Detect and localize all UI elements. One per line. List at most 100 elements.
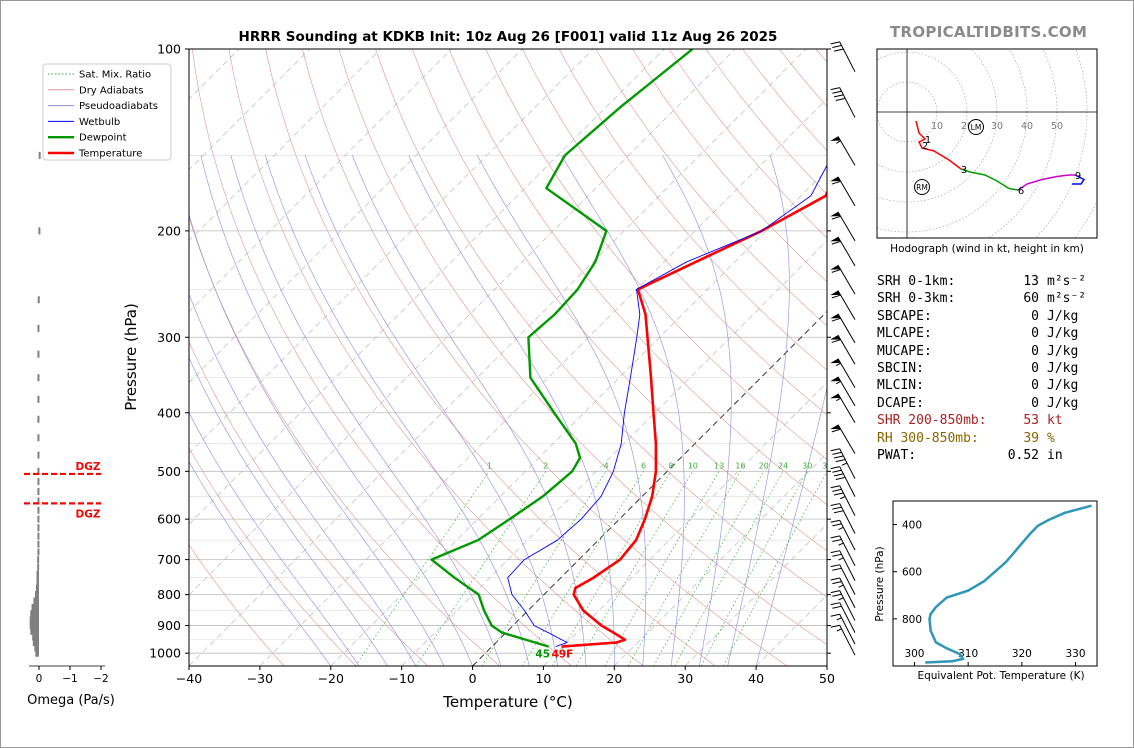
mixing-ratio-line bbox=[355, 471, 490, 666]
mixing-ratio-label: 16 bbox=[735, 461, 745, 470]
x-tick-label: −10 bbox=[388, 671, 414, 686]
omega-bar bbox=[37, 548, 40, 556]
omega-tick-label: 0 bbox=[36, 673, 43, 685]
barb-shaft bbox=[839, 577, 856, 609]
barb-shaft bbox=[837, 313, 856, 344]
theta-e-y-label: Pressure (hPa) bbox=[874, 546, 886, 621]
barb-shaft bbox=[837, 236, 856, 267]
omega-tick-label: −2 bbox=[93, 673, 108, 685]
moist-adiabat bbox=[727, 155, 790, 666]
dry-adiabat bbox=[448, 49, 827, 506]
stat-value: 0 bbox=[1031, 378, 1039, 394]
barb-full bbox=[832, 469, 842, 473]
hodo-ring-label: 30 bbox=[991, 121, 1003, 132]
stat-label: SBCAPE: bbox=[877, 308, 932, 324]
omega-bar bbox=[35, 584, 39, 592]
omega-bar bbox=[37, 451, 40, 459]
barb-shaft bbox=[837, 424, 856, 454]
barb-pennant bbox=[830, 393, 841, 399]
dry-adiabat bbox=[189, 447, 357, 666]
moist-adiabat bbox=[265, 155, 530, 666]
omega-bar bbox=[34, 591, 39, 599]
wind-barb bbox=[830, 613, 856, 645]
mixing-ratio-line bbox=[700, 471, 808, 666]
wind-barb bbox=[830, 87, 856, 118]
y-tick-label: 400 bbox=[157, 405, 181, 420]
barb-shaft bbox=[839, 590, 856, 621]
stat-row: SBCAPE: 0 J/kg bbox=[877, 308, 1097, 325]
omega-bar bbox=[37, 563, 40, 571]
hodo-ring-label: 20 bbox=[961, 121, 973, 132]
omega-bar bbox=[38, 151, 41, 159]
barb-shaft bbox=[839, 448, 856, 479]
barb-pennant bbox=[830, 265, 841, 270]
stat-row: SHR 200-850mb: 53 kt bbox=[877, 412, 1097, 429]
moist-adiabat bbox=[304, 155, 558, 666]
stat-unit: J/kg bbox=[1047, 378, 1079, 394]
omega-bar bbox=[37, 532, 40, 540]
barb-shaft bbox=[839, 503, 856, 534]
hodo-height-label: 9 bbox=[1075, 171, 1081, 182]
hodo-ring-label: 10 bbox=[931, 121, 943, 132]
omega-panel: 0 −1 −2 Omega (Pa/s) DGZ DGZ bbox=[24, 151, 115, 708]
omega-bar bbox=[36, 570, 39, 578]
barb-full bbox=[831, 294, 841, 299]
mixing-ratio-label: 36 bbox=[822, 461, 832, 470]
isotherm-0 bbox=[472, 310, 827, 666]
wind-barb bbox=[830, 211, 856, 242]
stat-row: PWAT: 0.52 in bbox=[877, 447, 1097, 464]
barb-pennant bbox=[830, 376, 841, 382]
omega-bar bbox=[37, 478, 40, 486]
stats-panel: SRH 0-1km: 13 m²s⁻² SRH 0-3km: 60 m²s⁻² SBCAPE… bbox=[877, 273, 1097, 464]
omega-bar bbox=[30, 610, 39, 618]
mixing-ratio-label: 30 bbox=[802, 461, 812, 470]
barb-full bbox=[835, 98, 845, 101]
stat-label: SBCIN: bbox=[877, 361, 924, 377]
dry-adiabat bbox=[375, 49, 827, 598]
barb-half bbox=[836, 397, 841, 402]
mixing-ratio-line bbox=[674, 471, 784, 666]
barb-full bbox=[830, 87, 840, 91]
hodo-segment bbox=[915, 120, 962, 170]
wind-barb bbox=[830, 236, 856, 267]
temperature-profile bbox=[561, 189, 827, 648]
isotherm-10 bbox=[543, 381, 827, 666]
stat-row: MUCAPE: 0 J/kg bbox=[877, 343, 1097, 360]
stat-unit: in bbox=[1047, 448, 1063, 464]
wind-barb bbox=[830, 448, 856, 479]
stat-value: 0 bbox=[1031, 395, 1039, 411]
barb-full bbox=[831, 240, 841, 245]
barb-full bbox=[832, 605, 842, 609]
barb-pennant bbox=[830, 313, 841, 319]
isotherm--40 bbox=[189, 49, 807, 666]
y-tick-label: 1000 bbox=[149, 646, 181, 661]
omega-bar bbox=[37, 374, 40, 382]
mixing-ratio-line bbox=[481, 471, 607, 666]
barb-pennant bbox=[830, 136, 841, 141]
barb-half bbox=[838, 542, 844, 546]
stat-row: RH 300-850mb: 39% bbox=[877, 430, 1097, 447]
stat-value: 13 bbox=[1023, 274, 1039, 289]
barb-half bbox=[838, 527, 844, 531]
y-tick-label: 800 bbox=[157, 587, 181, 602]
wind-barb bbox=[830, 264, 856, 295]
barb-full bbox=[830, 564, 840, 568]
moist-adiabat bbox=[189, 411, 360, 666]
barb-full bbox=[832, 593, 842, 597]
legend-entry: Dry Adiabats bbox=[79, 85, 143, 96]
wind-barb bbox=[830, 313, 856, 344]
barb-full bbox=[830, 485, 840, 489]
stat-value: 0 bbox=[1031, 308, 1039, 324]
x-tick-label: 50 bbox=[819, 671, 835, 686]
mixing-ratio-line bbox=[653, 471, 765, 666]
stat-unit: J/kg bbox=[1047, 343, 1079, 359]
x-tick-label: 20 bbox=[606, 671, 622, 686]
theta-e-y-tick-label: 600 bbox=[902, 567, 922, 579]
legend-entry: Wetbulb bbox=[79, 117, 120, 128]
wind-barb bbox=[830, 376, 856, 407]
omega-tick-label: −1 bbox=[62, 673, 77, 685]
isotherm--50 bbox=[189, 49, 736, 596]
stat-value: 53 bbox=[1023, 413, 1039, 429]
